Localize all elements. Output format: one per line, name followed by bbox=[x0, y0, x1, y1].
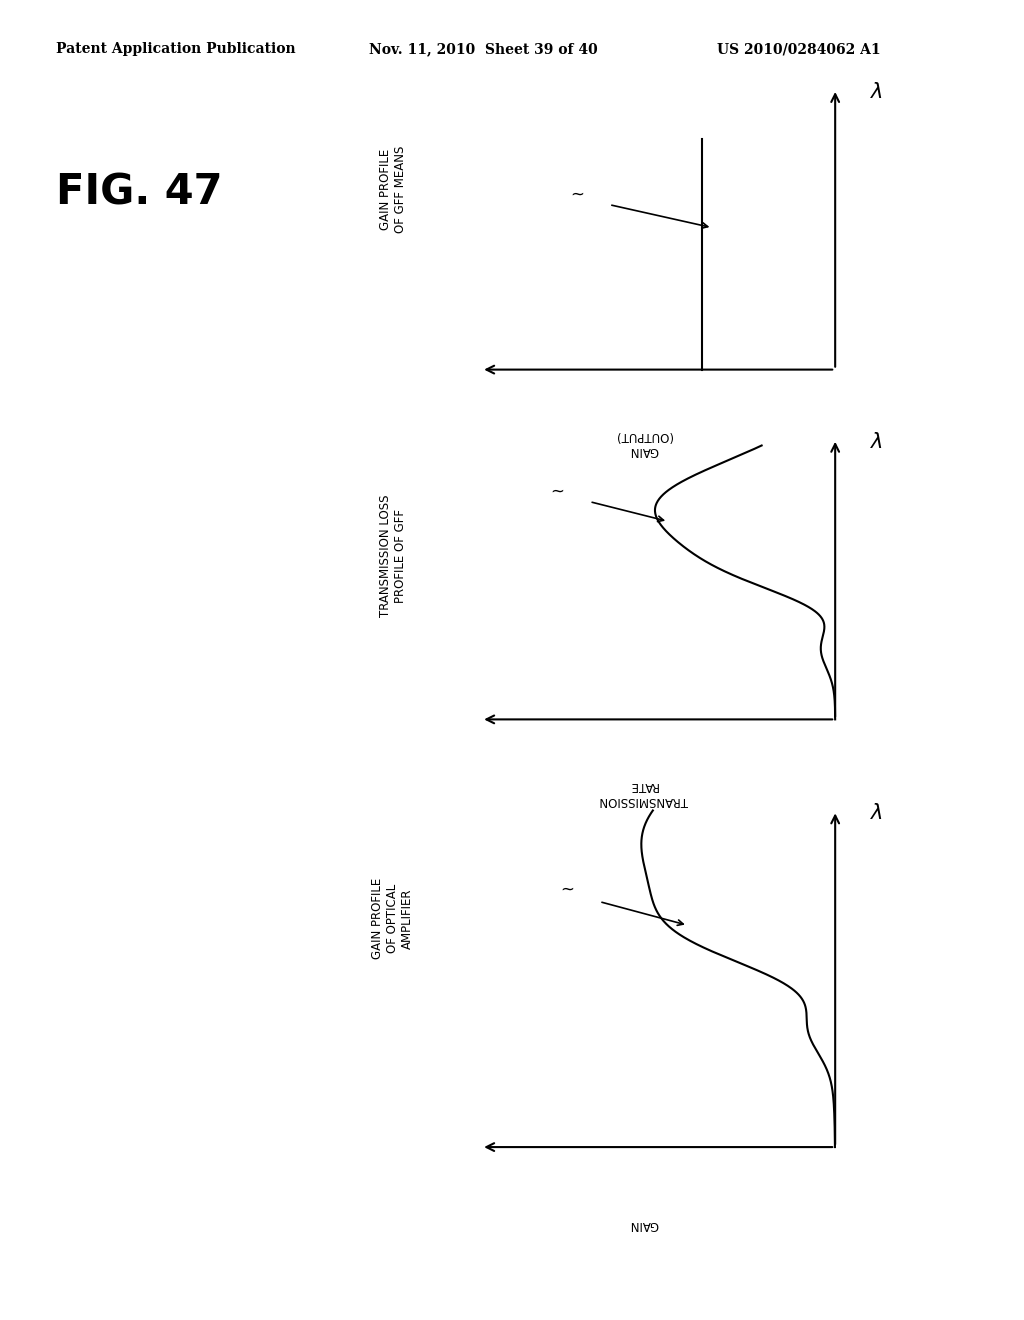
Text: ~: ~ bbox=[570, 186, 584, 203]
Text: $\lambda$: $\lambda$ bbox=[869, 803, 883, 822]
Text: GAIN: GAIN bbox=[629, 1218, 658, 1232]
Text: US 2010/0284062 A1: US 2010/0284062 A1 bbox=[717, 42, 881, 57]
Text: FIG. 47: FIG. 47 bbox=[56, 172, 223, 214]
Text: GAIN PROFILE
OF GFF MEANS: GAIN PROFILE OF GFF MEANS bbox=[379, 145, 407, 232]
Text: Nov. 11, 2010  Sheet 39 of 40: Nov. 11, 2010 Sheet 39 of 40 bbox=[369, 42, 597, 57]
Text: ~: ~ bbox=[560, 880, 574, 899]
Text: TRANSMISSION
RATE: TRANSMISSION RATE bbox=[599, 779, 688, 807]
Text: ~: ~ bbox=[551, 483, 564, 500]
Text: GAIN PROFILE
OF OPTICAL
AMPLIFIER: GAIN PROFILE OF OPTICAL AMPLIFIER bbox=[372, 878, 415, 960]
Text: GAIN
(OUTPUT): GAIN (OUTPUT) bbox=[615, 429, 672, 457]
Text: $\lambda$: $\lambda$ bbox=[869, 433, 883, 453]
Text: TRANSMISSION LOSS
PROFILE OF GFF: TRANSMISSION LOSS PROFILE OF GFF bbox=[379, 495, 407, 618]
Text: Patent Application Publication: Patent Application Publication bbox=[56, 42, 296, 57]
Text: $\lambda$: $\lambda$ bbox=[869, 82, 883, 103]
